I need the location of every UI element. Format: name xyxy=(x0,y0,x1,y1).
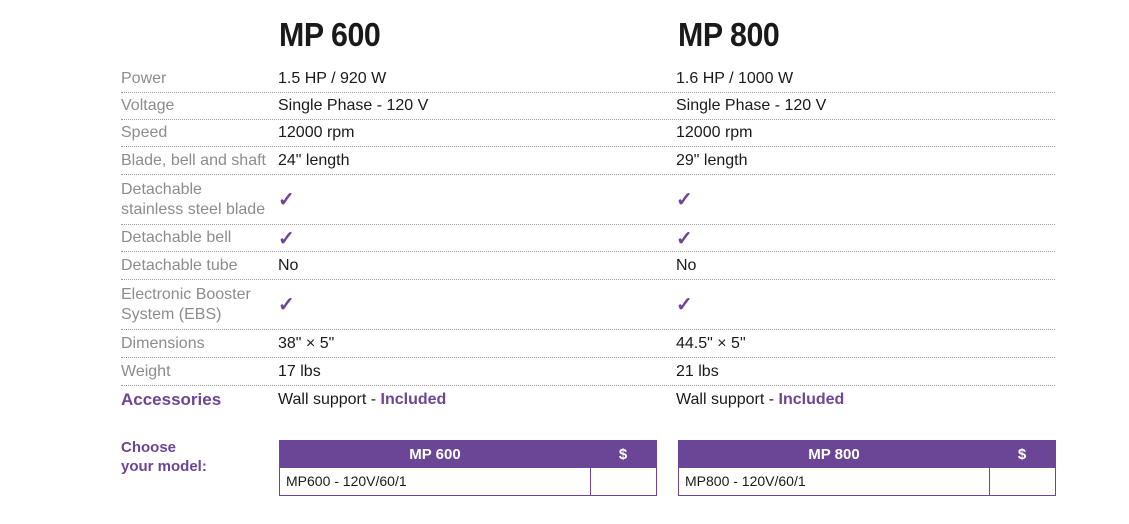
accessories-text: Wall support - xyxy=(676,391,779,408)
spec-row-detachable-bell: Detachable bell ✓ ✓ xyxy=(121,225,1055,252)
spec-value-blade-mp800: 29" length xyxy=(676,151,748,169)
spec-label-detachable-tube: Detachable tube xyxy=(121,256,238,274)
check-icon: ✓ xyxy=(676,189,693,211)
spec-value-tube-mp800: No xyxy=(676,256,697,274)
spec-row-detachable-blade: Detachable stainless steel blade ✓ ✓ xyxy=(121,175,1055,225)
spec-value-tube-mp600: No xyxy=(278,256,299,274)
spec-label-dimensions: Dimensions xyxy=(121,334,205,352)
spec-row-accessories: Accessories Wall support - Included Wall… xyxy=(121,386,1055,414)
spec-value-power-mp600: 1.5 HP / 920 W xyxy=(278,70,387,87)
spec-label-ebs-line2: System (EBS) xyxy=(121,305,222,323)
accessories-text: Wall support - xyxy=(278,391,381,408)
choose-line2: your model: xyxy=(121,458,207,475)
order-header-price: $ xyxy=(1017,446,1027,463)
spec-label-ebs-line1: Electronic Booster xyxy=(121,285,251,303)
spec-value-speed-mp600: 12000 rpm xyxy=(278,124,355,141)
spec-label-voltage: Voltage xyxy=(121,97,175,114)
order-header-model: MP 800 xyxy=(808,446,860,463)
order-header: MP 800 $ xyxy=(679,441,1055,468)
order-table-mp600: MP 600 $ MP600 - 120V/60/1 xyxy=(279,440,657,496)
spec-label-speed: Speed xyxy=(121,124,168,141)
spec-label-power: Power xyxy=(121,70,167,87)
spec-value-voltage-mp800: Single Phase - 120 V xyxy=(676,97,827,114)
spec-label-detachable-blade: Detachable stainless steel blade xyxy=(121,179,278,221)
order-row-model[interactable]: MP600 - 120V/60/1 xyxy=(280,468,591,495)
spec-row-speed: Speed 12000 rpm 12000 rpm xyxy=(121,120,1055,147)
spec-value-dimensions-mp600: 38" × 5" xyxy=(278,334,335,352)
choose-model-label: Choose your model: xyxy=(121,438,207,476)
included-label: Included xyxy=(778,391,845,408)
spec-label-accessories: Accessories xyxy=(121,390,222,409)
spec-label-detachable-blade-line2: stainless steel blade xyxy=(121,200,266,218)
spec-value-accessories-mp600: Wall support - Included xyxy=(278,391,676,409)
spec-row-power: Power 1.5 HP / 920 W 1.6 HP / 1000 W xyxy=(121,66,1055,93)
spec-label-blade: Blade, bell and shaft xyxy=(121,151,266,169)
check-icon: ✓ xyxy=(278,294,295,316)
order-table-mp800: MP 800 $ MP800 - 120V/60/1 xyxy=(678,440,1056,496)
order-header: MP 600 $ xyxy=(280,441,656,468)
spec-label-detachable-blade-line1: Detachable xyxy=(121,180,202,198)
included-label: Included xyxy=(380,391,447,408)
check-icon: ✓ xyxy=(676,227,693,250)
order-row-model[interactable]: MP800 - 120V/60/1 xyxy=(679,468,990,495)
spec-value-dimensions-mp800: 44.5" × 5" xyxy=(676,334,746,352)
spec-row-blade: Blade, bell and shaft 24" length 29" len… xyxy=(121,147,1055,175)
spec-row-weight: Weight 17 lbs 21 lbs xyxy=(121,358,1055,386)
choose-line1: Choose xyxy=(121,439,177,456)
spec-value-blade-mp600: 24" length xyxy=(278,151,350,169)
spec-value-voltage-mp600: Single Phase - 120 V xyxy=(278,97,429,114)
check-icon: ✓ xyxy=(278,227,295,250)
spec-row-dimensions: Dimensions 38" × 5" 44.5" × 5" xyxy=(121,330,1055,358)
order-header-price: $ xyxy=(618,446,628,463)
order-row[interactable]: MP800 - 120V/60/1 xyxy=(679,468,1055,495)
model-title-mp800: MP 800 xyxy=(678,16,780,53)
spec-value-speed-mp800: 12000 rpm xyxy=(676,124,753,141)
spec-label-ebs: Electronic Booster System (EBS) xyxy=(121,284,278,326)
model-title-mp600: MP 600 xyxy=(279,16,381,53)
spec-value-accessories-mp800: Wall support - Included xyxy=(676,391,1055,409)
spec-value-weight-mp800: 21 lbs xyxy=(676,362,719,380)
spec-value-power-mp800: 1.6 HP / 1000 W xyxy=(676,70,794,87)
spec-table: Power 1.5 HP / 920 W 1.6 HP / 1000 W Vol… xyxy=(121,66,1055,414)
spec-row-ebs: Electronic Booster System (EBS) ✓ ✓ xyxy=(121,280,1055,330)
check-icon: ✓ xyxy=(278,189,295,211)
spec-row-voltage: Voltage Single Phase - 120 V Single Phas… xyxy=(121,93,1055,120)
check-icon: ✓ xyxy=(676,294,693,316)
spec-label-detachable-bell: Detachable bell xyxy=(121,229,232,246)
order-header-model: MP 600 xyxy=(409,446,461,463)
spec-value-weight-mp600: 17 lbs xyxy=(278,362,321,380)
order-row[interactable]: MP600 - 120V/60/1 xyxy=(280,468,656,495)
spec-label-weight: Weight xyxy=(121,362,171,380)
spec-row-detachable-tube: Detachable tube No No xyxy=(121,252,1055,280)
